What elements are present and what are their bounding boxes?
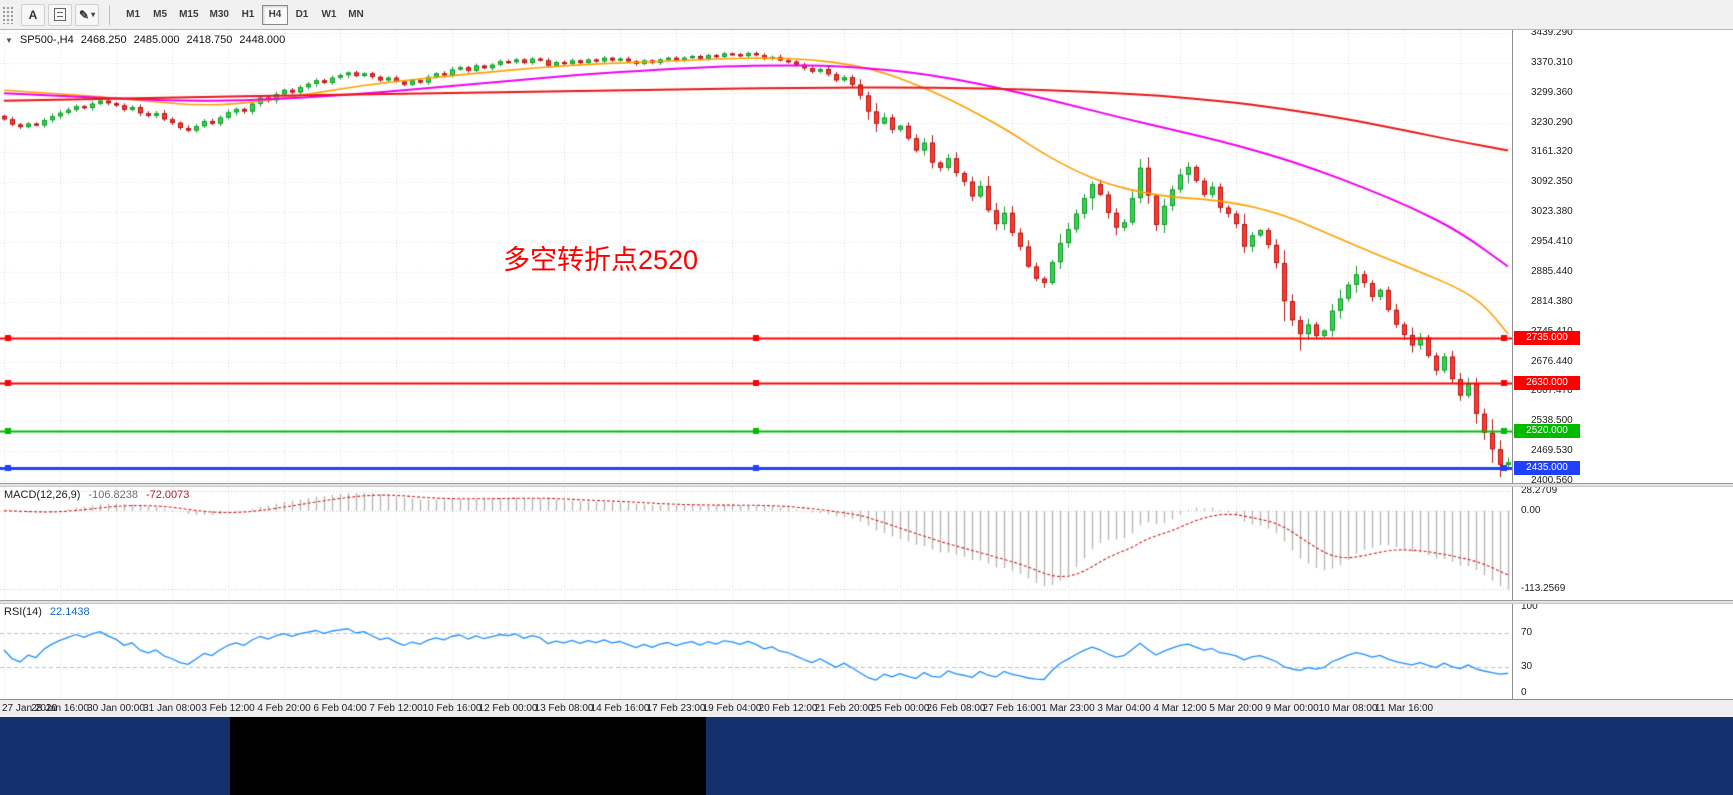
price-axis-label: 2400.560 xyxy=(1531,475,1573,483)
time-axis-label: 11 Mar 16:00 xyxy=(1374,703,1434,714)
macd-axis-label: 28.2709 xyxy=(1521,487,1558,497)
bottom-panel-black-region xyxy=(230,717,706,795)
time-axis-label: 14 Feb 16:00 xyxy=(590,703,650,714)
time-axis-label: 10 Mar 08:00 xyxy=(1318,703,1378,714)
pencil-icon: ✎ xyxy=(79,7,90,22)
time-axis-label: 4 Mar 12:00 xyxy=(1153,703,1207,714)
time-axis-label: 21 Feb 20:00 xyxy=(814,703,874,714)
price-axis[interactable]: 3439.290 3370.310 3299.360 3230.290 3161.320… xyxy=(1512,30,1733,483)
chart-header: ▼ SP500-,H4 2468.250 2485.000 2418.750 2… xyxy=(5,34,285,46)
price-axis-label: 2538.500 xyxy=(1531,415,1573,427)
price-axis-label: 3370.310 xyxy=(1531,56,1573,68)
ohlc-open: 2468.250 xyxy=(80,34,127,46)
time-axis-label: 6 Feb 04:00 xyxy=(313,703,367,714)
symbol-period-label: SP500-,H4 xyxy=(19,34,74,46)
time-axis-label: 19 Feb 04:00 xyxy=(702,703,762,714)
time-axis-label: 20 Feb 12:00 xyxy=(758,703,818,714)
draw-tool-button[interactable]: ✎ ▾ xyxy=(75,3,100,26)
rsi-axis-label: 30 xyxy=(1521,661,1533,673)
text-label-icon xyxy=(54,8,66,21)
time-axis-label: 30 Jan 00:00 xyxy=(87,703,145,714)
time-axis-label: 3 Feb 12:00 xyxy=(201,703,255,714)
macd-indicator-label: MACD(12,26,9) -106.8238 -72.0073 xyxy=(4,489,189,501)
macd-axis-label: 0.00 xyxy=(1521,504,1541,516)
time-axis-label: 3 Mar 04:00 xyxy=(1097,703,1151,714)
price-axis-label: 2676.440 xyxy=(1531,355,1573,367)
letter-a-icon: A xyxy=(28,7,38,22)
price-axis-label: 2607.470 xyxy=(1531,385,1573,397)
time-axis-label: 7 Feb 12:00 xyxy=(369,703,423,714)
timeframe-button-h4[interactable]: H4 xyxy=(261,4,288,25)
time-axis-label: 31 Jan 08:00 xyxy=(143,703,201,714)
rsi-axis-label: 70 xyxy=(1521,626,1533,638)
timeframe-button-mn[interactable]: MN xyxy=(343,5,369,25)
time-axis-label: 28 Jan 16:00 xyxy=(31,703,89,714)
ohlc-close: 2448.000 xyxy=(239,34,286,46)
price-axis-label: 3230.290 xyxy=(1531,116,1573,128)
macd-title: MACD(12,26,9) xyxy=(4,489,81,501)
pane-splitter-rsi[interactable] xyxy=(0,600,1733,604)
chart-annotation-text[interactable]: 多空转折点2520 xyxy=(503,245,699,275)
price-line-badge: 2520.000 xyxy=(1514,424,1580,439)
macd-value-histogram: -106.8238 xyxy=(88,489,138,501)
price-chart-canvas[interactable] xyxy=(0,30,1512,483)
rsi-pane-canvas[interactable] xyxy=(0,604,1512,699)
rsi-title: RSI(14) xyxy=(4,606,42,618)
time-axis[interactable]: 27 Jan 2020 28 Jan 16:00 30 Jan 00:00 31 Ja… xyxy=(0,699,1733,717)
time-axis-label: 1 Mar 23:00 xyxy=(1041,703,1095,714)
macd-value-signal: -72.0073 xyxy=(145,489,190,501)
timeframe-button-m5[interactable]: M5 xyxy=(147,5,173,25)
timeframe-button-w1[interactable]: W1 xyxy=(316,5,342,25)
price-line-badge: 2630.000 xyxy=(1514,376,1580,391)
time-axis-label: 10 Feb 16:00 xyxy=(422,703,482,714)
price-line-badge: 2435.000 xyxy=(1514,460,1580,475)
macd-axis-label: -113.2569 xyxy=(1521,583,1566,595)
toolbar-separator xyxy=(109,4,111,25)
toolbar-grip-handle[interactable] xyxy=(2,5,14,24)
label-object-button[interactable] xyxy=(48,3,72,26)
time-axis-label: 5 Mar 20:00 xyxy=(1209,703,1263,714)
rsi-axis-label: 0 xyxy=(1521,687,1527,698)
price-axis-label: 3439.290 xyxy=(1531,30,1573,38)
time-axis-label: 9 Mar 00:00 xyxy=(1265,703,1319,714)
price-axis-label: 2814.380 xyxy=(1531,295,1573,307)
time-axis-label: 13 Feb 08:00 xyxy=(534,703,594,714)
timeframe-button-group: M1 M5 M15 M30 H1 H4 D1 W1 MN xyxy=(120,4,369,25)
time-axis-label: 25 Feb 00:00 xyxy=(870,703,930,714)
time-axis-label: 12 Feb 00:00 xyxy=(478,703,538,714)
text-tool-button[interactable]: A xyxy=(21,3,45,26)
timeframe-button-d1[interactable]: D1 xyxy=(289,5,315,25)
price-axis-label: 3092.350 xyxy=(1531,176,1573,188)
rsi-indicator-label: RSI(14) 22.1438 xyxy=(4,606,90,618)
macd-pane-canvas[interactable] xyxy=(0,487,1512,600)
price-axis-label: 2885.440 xyxy=(1531,265,1573,277)
timeframe-button-m1[interactable]: M1 xyxy=(120,5,146,25)
ohlc-high: 2485.000 xyxy=(133,34,180,46)
time-axis-label: 17 Feb 23:00 xyxy=(646,703,706,714)
pane-splitter-macd[interactable] xyxy=(0,483,1733,487)
time-axis-label: 27 Jan 2020 xyxy=(2,703,58,714)
macd-axis: 28.2709 0.00 -113.2569 xyxy=(1512,487,1733,600)
rsi-axis-label: 100 xyxy=(1521,604,1538,612)
price-axis-label: 2954.410 xyxy=(1531,236,1573,248)
chevron-down-icon: ▾ xyxy=(91,10,96,19)
time-axis-label: 4 Feb 20:00 xyxy=(257,703,311,714)
timeframe-button-m30[interactable]: M30 xyxy=(205,5,234,25)
rsi-value: 22.1438 xyxy=(49,606,90,618)
ohlc-low: 2418.750 xyxy=(186,34,233,46)
toolbar: A ✎ ▾ M1 M5 M15 M30 H1 H4 D1 W1 MN xyxy=(0,0,1733,30)
price-line-badge: 2735.000 xyxy=(1514,330,1580,345)
timeframe-button-m15[interactable]: M15 xyxy=(174,5,203,25)
price-axis-label: 3161.320 xyxy=(1531,146,1573,158)
time-axis-label: 27 Feb 16:00 xyxy=(982,703,1042,714)
rsi-axis: 100 70 30 0 xyxy=(1512,604,1733,699)
price-axis-label: 3023.380 xyxy=(1531,206,1573,218)
time-axis-label: 26 Feb 08:00 xyxy=(926,703,986,714)
price-axis-label: 3299.360 xyxy=(1531,86,1573,98)
symbol-dropdown-icon[interactable]: ▼ xyxy=(5,36,13,45)
price-axis-label: 2469.530 xyxy=(1531,445,1573,457)
bottom-panel xyxy=(0,717,1733,795)
timeframe-button-h1[interactable]: H1 xyxy=(235,5,261,25)
